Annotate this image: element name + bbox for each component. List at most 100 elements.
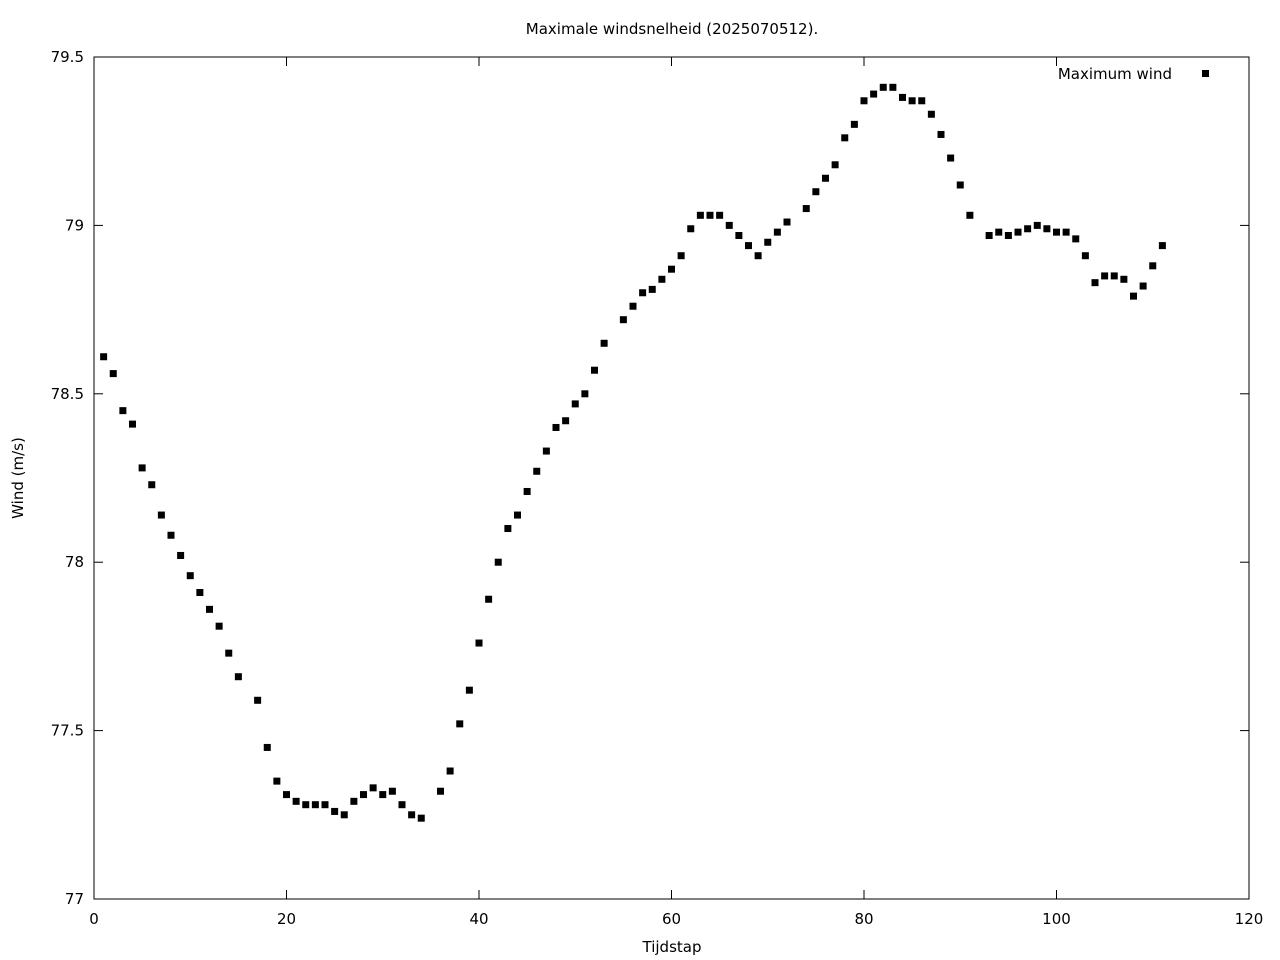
x-axis-title: Tijdstap [642,938,702,956]
y-axis-title: Wind (m/s) [9,437,27,519]
data-point [206,605,213,613]
x-tick-label: 60 [662,910,681,928]
y-tick-label: 79 [65,216,84,234]
data-point [1053,228,1060,236]
data-point [956,181,964,189]
data-point [600,339,608,347]
data-point [1081,252,1089,260]
data-point [186,572,194,580]
data-point [725,221,733,229]
y-tick-label: 78.5 [51,385,84,403]
data-point [716,211,724,219]
data-point [831,161,839,169]
data-point [302,801,310,809]
data-point [475,639,483,647]
data-point [812,188,820,196]
data-point [850,120,858,128]
data-point [514,511,521,519]
y-axis: 77 77.5 78 78.5 79 79.5 [51,48,1249,908]
chart-title: Maximale windsnelheid (2025070512). [526,20,818,38]
data-points [100,83,1166,822]
data-point [263,743,271,751]
data-point [745,242,752,250]
data-point [1091,279,1099,287]
data-point [773,228,781,236]
data-point [639,289,647,297]
data-point [841,134,849,142]
data-point [177,551,185,559]
data-point [822,174,829,182]
data-point [350,797,358,805]
x-tick-label: 80 [854,910,873,928]
data-point [1014,228,1022,236]
data-point [254,696,262,704]
data-point [398,801,406,809]
data-point [225,649,233,657]
data-point [899,93,906,101]
legend: Maximum wind [1058,65,1209,83]
x-axis: 0 20 40 60 80 100 120 [89,57,1263,928]
data-point [1110,272,1118,280]
plot-frame [93,56,1250,900]
data-point [648,285,656,293]
data-point [360,791,367,799]
data-point [148,481,156,489]
data-point [1139,282,1147,290]
data-point [321,801,329,809]
y-tick-label: 79.5 [51,48,84,66]
x-tick-label: 20 [277,910,296,928]
data-point [552,423,560,431]
data-point [369,784,377,792]
data-point [571,400,579,408]
data-point [157,511,165,519]
data-point [860,97,868,105]
data-point [966,211,974,219]
data-point [292,797,300,805]
data-point [408,811,416,819]
data-point [417,814,425,822]
legend-label: Maximum wind [1058,65,1172,83]
data-point [1120,275,1128,283]
data-point [273,777,281,785]
data-point [119,407,127,415]
data-point [764,238,772,246]
data-point [947,154,955,162]
data-point [706,211,714,219]
data-point [619,316,627,324]
data-point [581,390,589,398]
data-point [437,787,444,795]
data-point [331,807,339,815]
data-point [1130,292,1137,300]
data-point [658,275,666,283]
data-point [1062,228,1070,236]
data-point [485,595,493,603]
data-point [283,791,290,799]
data-point [696,211,704,219]
x-tick-label: 120 [1235,910,1264,928]
y-tick-label: 77 [65,890,84,908]
data-point [937,130,945,138]
data-point [1158,242,1166,250]
data-point [504,525,512,533]
data-point [1149,262,1157,270]
data-point [677,252,685,260]
data-point [1033,221,1041,229]
legend-marker [1202,70,1209,77]
y-tick-label: 77.5 [51,722,84,740]
data-point [879,83,887,91]
data-point [889,83,897,91]
data-point [668,265,675,273]
data-point [1101,272,1109,280]
data-point [802,205,810,213]
data-point [1043,225,1051,233]
data-point [870,90,878,98]
data-point [494,558,502,566]
y-tick-label: 78 [65,553,84,571]
data-point [129,420,136,428]
data-point [918,97,926,105]
data-point [629,302,637,310]
data-point [783,218,791,226]
data-point [379,791,387,799]
data-point [985,232,993,240]
